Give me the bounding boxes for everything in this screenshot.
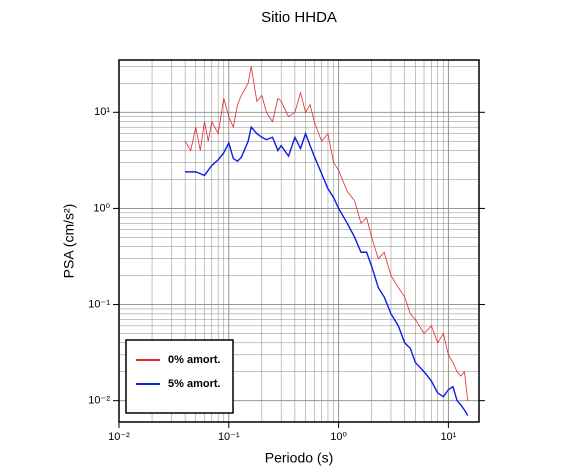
legend-label: 5% amort. [168, 378, 221, 390]
x-axis-label: Periodo (s) [265, 450, 333, 466]
x-tick-label: 10⁻¹ [218, 431, 240, 443]
series-line [184, 66, 469, 401]
x-tick-label: 10⁻² [108, 431, 130, 443]
y-tick-label: 10⁻² [88, 395, 110, 407]
plot-frame [118, 59, 480, 423]
y-tick-label: 10⁰ [93, 202, 110, 214]
legend-box [125, 339, 234, 414]
y-tick-label: 10¹ [94, 106, 110, 118]
legend-label: 0% amort. [168, 354, 221, 366]
x-tick-label: 10¹ [440, 431, 456, 443]
y-axis-label: PSA (cm/s²) [61, 204, 77, 279]
chart-title: Sitio HHDA [261, 9, 337, 26]
series-line [185, 125, 469, 416]
y-tick-label: 10⁻¹ [88, 298, 110, 310]
x-tick-label: 10⁰ [330, 431, 347, 443]
